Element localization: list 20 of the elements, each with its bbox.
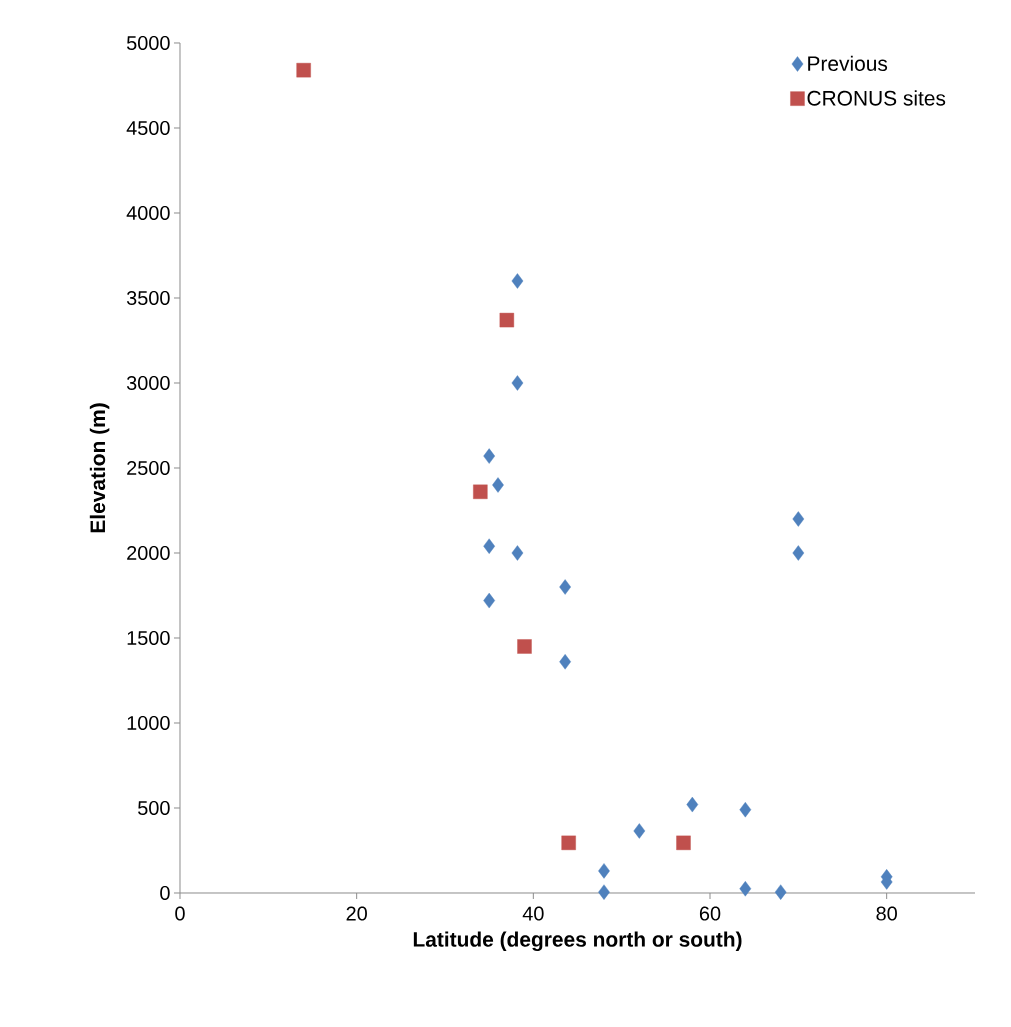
- y-tick-label: 4500: [126, 120, 170, 136]
- y-tick-label: 1500: [127, 630, 170, 646]
- y-tick-label: 500: [138, 800, 170, 816]
- legend-label: CRONUS sites: [807, 90, 946, 106]
- x-tick-label: 80: [876, 906, 897, 921]
- x-tick-label: 20: [346, 906, 367, 921]
- legend-label: Previous: [808, 55, 888, 72]
- x-tick-label: 60: [699, 906, 721, 921]
- y-tick-label: 0: [160, 885, 170, 901]
- y-tick-label: 2000: [127, 545, 170, 561]
- x-tick-label: 0: [175, 906, 185, 921]
- y-tick-label: 5000: [126, 35, 170, 51]
- y-tick-label: 1000: [127, 715, 170, 731]
- y-tick-label: 2500: [127, 460, 170, 476]
- y-tick-label: 3000: [126, 375, 170, 391]
- y-tick-label: 4000: [126, 205, 170, 221]
- y-axis-title: Elevation (m): [89, 403, 110, 533]
- x-tick-label: 40: [522, 906, 544, 921]
- y-tick-label: 3500: [126, 290, 170, 306]
- x-axis-title: Latitude (degrees north or south): [413, 931, 742, 952]
